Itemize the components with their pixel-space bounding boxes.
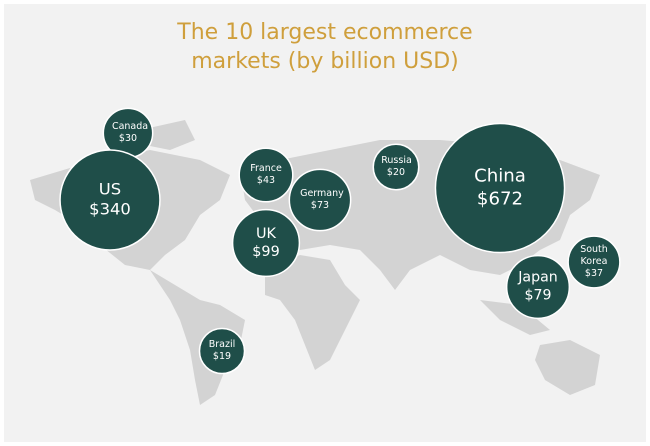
- bubble: [567, 235, 621, 289]
- bubble: [231, 208, 301, 278]
- country-name: UK: [256, 226, 276, 242]
- bubble-label: South Korea $37: [577, 244, 611, 280]
- country-name: South Korea: [580, 244, 608, 268]
- value-label: $43: [256, 175, 276, 186]
- bubble: [288, 168, 352, 232]
- value-label: $79: [524, 287, 552, 303]
- country-name: Russia: [381, 155, 412, 167]
- value-label: $30: [118, 133, 138, 144]
- value-label: $37: [584, 267, 604, 279]
- bubble: [372, 143, 420, 191]
- value-label: $19: [212, 351, 232, 362]
- value-label: $99: [252, 244, 280, 260]
- bubble-label: Russia $20: [381, 155, 412, 179]
- country-name: Brazil: [208, 339, 236, 351]
- chart-title: The 10 largest ecommerce markets (by bil…: [177, 20, 473, 74]
- bubble-label: France $43: [249, 163, 284, 187]
- bubble: [434, 122, 566, 254]
- bubble-label: China $672: [458, 165, 542, 210]
- value-label: $73: [310, 200, 330, 211]
- country-name: Canada: [111, 121, 149, 133]
- bubble-label: Canada $30: [111, 121, 149, 145]
- bubble-label: US $340: [78, 180, 143, 221]
- value-label: $340: [89, 200, 131, 219]
- bubble: [505, 254, 571, 320]
- bubble: [59, 149, 161, 251]
- country-name: Germany: [300, 188, 344, 200]
- country-name: Japan: [518, 269, 558, 286]
- country-name: China: [474, 165, 526, 187]
- bubble: [238, 147, 294, 203]
- bubble: [198, 327, 246, 375]
- country-name: US: [98, 179, 122, 199]
- value-label: $20: [386, 167, 406, 178]
- country-name: France: [250, 163, 282, 175]
- bubble-label: Germany $73: [300, 188, 344, 212]
- bubble-label: UK $99: [244, 225, 287, 261]
- bubble-label: Japan $79: [518, 269, 559, 304]
- value-label: $672: [476, 188, 524, 209]
- bubble-label: Brazil $19: [207, 339, 236, 363]
